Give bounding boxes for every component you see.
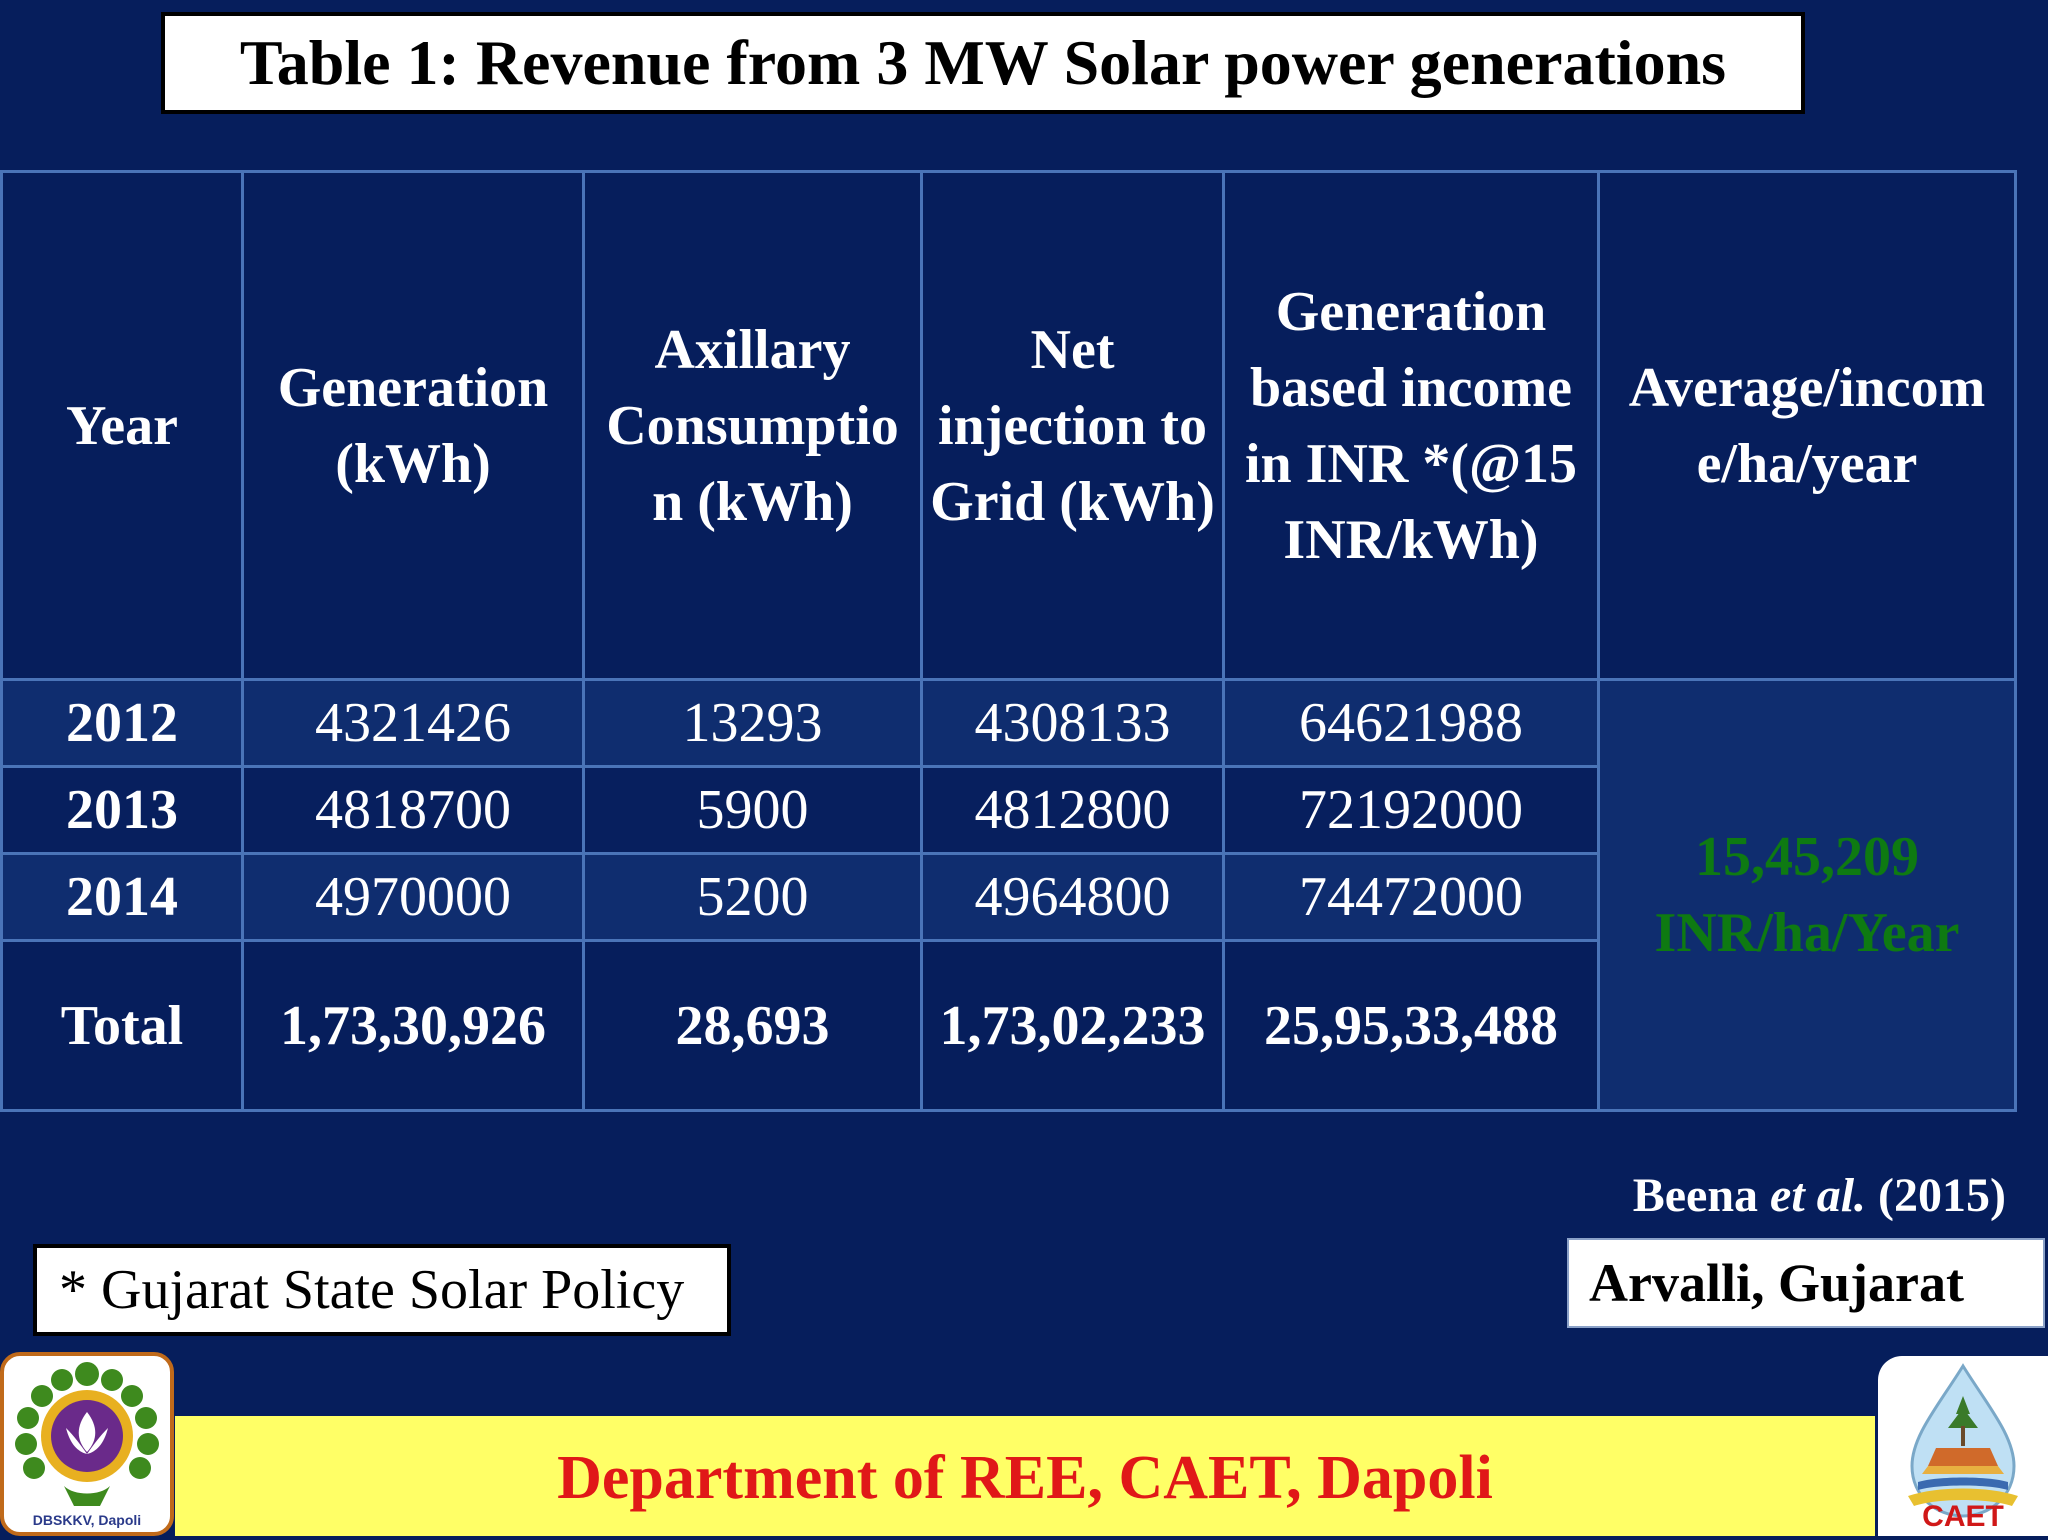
table-row: 2012 4321426 13293 4308133 64621988 15,4… [0, 678, 2017, 1112]
cell-auxiliary: 5200 [582, 852, 923, 942]
slide-title: Table 1: Revenue from 3 MW Solar power g… [161, 12, 1805, 114]
cell-total-net: 1,73,02,233 [920, 939, 1225, 1112]
cell-income: 72192000 [1222, 765, 1600, 855]
average-cell: 15,45,209 INR/ha/Year [1597, 678, 2017, 1112]
revenue-table: Year Generation (kWh) Axillary Consumpti… [0, 170, 2017, 1112]
header-net-injection: Net injection to Grid (kWh) [920, 170, 1225, 681]
cell-total-auxiliary: 28,693 [582, 939, 923, 1112]
cell-income: 64621988 [1222, 678, 1600, 768]
header-year: Year [0, 170, 244, 681]
cell-generation: 4970000 [241, 852, 585, 942]
cell-auxiliary: 13293 [582, 678, 923, 768]
cell-total-label: Total [0, 939, 244, 1112]
footer-banner: Department of REE, CAET, Dapoli [175, 1416, 1875, 1536]
college-emblem-icon [1908, 1363, 2018, 1518]
table-total-row: Total 1,73,30,926 28,693 1,73,02,233 25,… [0, 939, 2016, 1112]
citation-etal: et al. [1770, 1169, 1867, 1222]
cell-total-income: 25,95,33,488 [1222, 939, 1600, 1112]
cell-auxiliary: 5900 [582, 765, 923, 855]
citation-author: Beena [1632, 1169, 1759, 1222]
header-auxiliary: Axillary Consumptio n (kWh) [582, 170, 923, 681]
university-logo-caption: DBSKKV, Dapoli [32, 1512, 142, 1528]
cell-generation: 4818700 [241, 765, 585, 855]
header-income: Generation based income in INR *(@15 INR… [1222, 170, 1600, 681]
cell-income: 74472000 [1222, 852, 1600, 942]
college-logo-caption: CAET [1922, 1500, 2004, 1533]
college-logo: CAET [1878, 1356, 2048, 1536]
location-label: Arvalli, Gujarat [1567, 1238, 2045, 1328]
average-unit: INR/ha/Year [1654, 902, 1960, 964]
table-header-row: Year Generation (kWh) Axillary Consumpti… [0, 170, 2017, 681]
cell-year: 2013 [0, 765, 244, 855]
cell-net: 4812800 [920, 765, 1225, 855]
university-logo: DBSKKV, Dapoli [0, 1352, 174, 1536]
cell-year: 2012 [0, 678, 244, 768]
cell-net: 4964800 [920, 852, 1225, 942]
table-row: 2013 4818700 5900 4812800 72192000 [0, 765, 2016, 855]
header-average: Average/incom e/ha/year [1597, 170, 2017, 681]
citation: Beena et al. (2015) [1580, 1168, 2006, 1223]
header-generation: Generation (kWh) [241, 170, 585, 681]
cell-year: 2014 [0, 852, 244, 942]
citation-year: (2015) [1878, 1169, 2006, 1222]
footnote-policy: * Gujarat State Solar Policy [33, 1244, 731, 1336]
cell-total-generation: 1,73,30,926 [241, 939, 585, 1112]
cell-generation: 4321426 [241, 678, 585, 768]
university-emblem-icon [15, 1362, 159, 1506]
cell-net: 4308133 [920, 678, 1225, 768]
table-row: 2014 4970000 5200 4964800 74472000 [0, 852, 2016, 942]
average-value: 15,45,209 [1695, 826, 1919, 888]
